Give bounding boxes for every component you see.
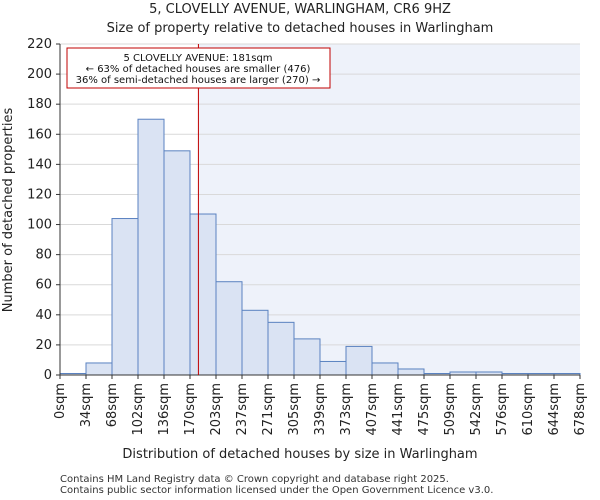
x-tick-label: 68sqm	[105, 383, 120, 427]
footer-line-1: Contains HM Land Registry data © Crown c…	[60, 474, 449, 485]
y-tick-label: 120	[27, 187, 52, 202]
histogram-bar	[189, 213, 217, 376]
histogram-bar	[267, 321, 295, 376]
y-tick-label: 40	[35, 308, 52, 323]
annotation-box: 5 CLOVELLY AVENUE: 181sqm ← 63% of detac…	[66, 47, 331, 89]
x-tick-label: 644sqm	[547, 383, 562, 436]
x-tick-label: 102sqm	[131, 383, 146, 436]
histogram-bar	[319, 360, 347, 376]
chart-subtitle: Size of property relative to detached ho…	[107, 21, 494, 36]
x-tick-label: 339sqm	[313, 383, 328, 436]
y-tick-label: 20	[35, 338, 52, 353]
x-tick-label: 170sqm	[183, 383, 198, 436]
chart-title: 5, CLOVELLY AVENUE, WARLINGHAM, CR6 9HZ	[149, 2, 451, 17]
x-tick-label: 475sqm	[417, 383, 432, 436]
histogram-bar	[163, 150, 191, 376]
x-tick-label: 0sqm	[53, 383, 68, 419]
x-tick-label: 441sqm	[391, 383, 406, 436]
y-tick-label: 140	[27, 157, 52, 172]
y-tick-label: 180	[27, 97, 52, 112]
x-tick-label: 305sqm	[287, 383, 302, 436]
x-tick-label: 34sqm	[79, 383, 94, 427]
histogram-bar	[371, 362, 399, 376]
annotation-line-1: 5 CLOVELLY AVENUE: 181sqm	[123, 53, 272, 64]
x-tick-label: 678sqm	[573, 383, 588, 436]
histogram-bar	[85, 362, 113, 376]
annotation-line-2: ← 63% of detached houses are smaller (47…	[86, 64, 311, 75]
x-tick-label: 407sqm	[365, 383, 380, 436]
x-tick-label: 373sqm	[339, 383, 354, 436]
histogram-bar	[397, 368, 425, 376]
x-tick-label: 610sqm	[521, 383, 536, 436]
x-tick-label: 509sqm	[443, 383, 458, 436]
histogram-bar	[293, 338, 321, 376]
x-tick-label: 542sqm	[469, 383, 484, 436]
x-tick-label: 237sqm	[235, 383, 250, 436]
x-tick-label: 136sqm	[157, 383, 172, 436]
y-tick-label: 0	[44, 368, 52, 383]
x-tick-label: 271sqm	[261, 383, 276, 436]
y-tick-label: 220	[27, 37, 52, 52]
histogram-bar	[241, 309, 269, 376]
x-axis-label: Distribution of detached houses by size …	[122, 447, 477, 462]
x-tick-label: 576sqm	[495, 383, 510, 436]
annotation-line-3: 36% of semi-detached houses are larger (…	[76, 75, 321, 86]
y-tick-label: 80	[35, 248, 52, 263]
histogram-bar	[345, 345, 373, 376]
histogram-bar	[137, 118, 165, 376]
y-tick-label: 60	[35, 278, 52, 293]
y-axis-label: Number of detached properties	[1, 108, 16, 313]
histogram-bar	[111, 218, 139, 376]
annotation-frame	[66, 47, 331, 89]
y-tick-label: 100	[27, 218, 52, 233]
y-tick-label: 200	[27, 67, 52, 82]
footer-line-2: Contains public sector information licen…	[60, 485, 494, 496]
histogram-bar	[215, 281, 243, 376]
y-tick-label: 160	[27, 127, 52, 142]
x-tick-label: 203sqm	[209, 383, 224, 436]
plot-area: 0 20 40 60 80 100 120 140 160 180 200 220 0sqm 34sqm 6…	[27, 37, 588, 436]
